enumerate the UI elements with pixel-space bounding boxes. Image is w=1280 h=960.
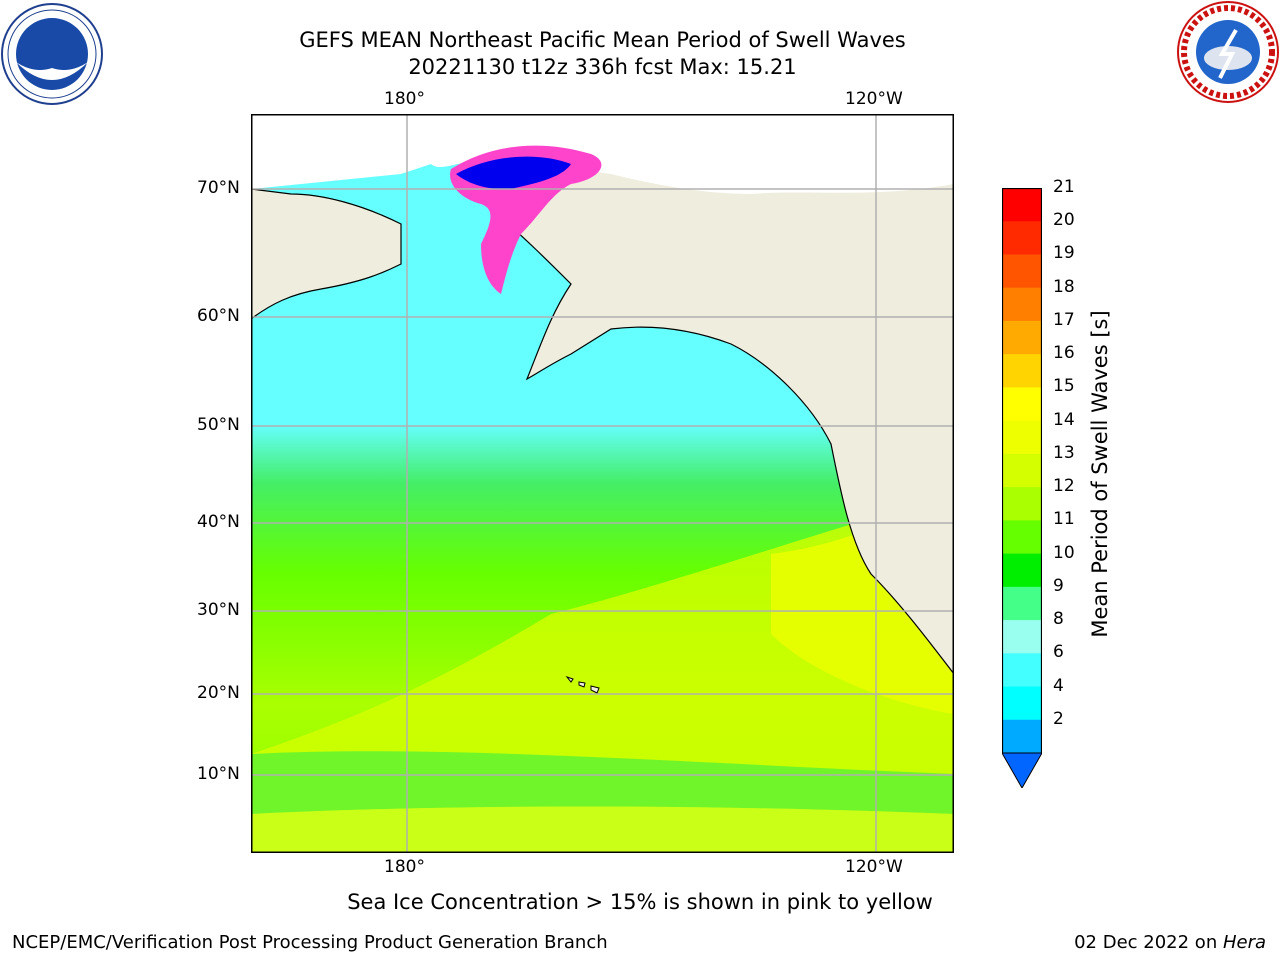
- colorbar-tick-label: 14: [1053, 409, 1075, 430]
- colorbar-tick-label: 4: [1053, 675, 1064, 696]
- colorbar-segment: [1002, 320, 1042, 355]
- colorbar: [1002, 188, 1042, 788]
- colorbar-segment: [1002, 719, 1042, 754]
- colorbar-tick-label: 20: [1053, 210, 1075, 231]
- colorbar-segment: [1002, 553, 1042, 588]
- colorbar-tick-label: 12: [1053, 476, 1075, 497]
- lon-label-top-120w: 120°W: [845, 89, 903, 109]
- colorbar-tick-label: 16: [1053, 343, 1075, 364]
- colorbar-segment: [1002, 620, 1042, 654]
- colorbar-tick-label: 21: [1053, 177, 1075, 197]
- lat-label-60n: 60°N: [197, 306, 240, 326]
- colorbar-segment: [1002, 586, 1042, 621]
- colorbar-tick-label: 19: [1053, 243, 1075, 264]
- colorbar-segment: [1002, 520, 1042, 555]
- map-frame: [251, 114, 954, 853]
- colorbar-axis-label: Mean Period of Swell Waves [s]: [1088, 310, 1112, 638]
- lat-label-20n: 20°N: [197, 683, 240, 703]
- colorbar-extend-triangle: [1002, 752, 1042, 788]
- lat-label-50n: 50°N: [197, 415, 240, 435]
- nws-logo: [1177, 1, 1279, 103]
- colorbar-segment: [1002, 254, 1042, 289]
- colorbar-segment: [1002, 453, 1042, 488]
- colorbar-tick-label: 11: [1053, 509, 1075, 530]
- land-asia: [251, 114, 402, 320]
- chart-title: GEFS MEAN Northeast Pacific Mean Period …: [299, 28, 906, 52]
- lat-label-40n: 40°N: [197, 512, 240, 532]
- colorbar-segment: [1002, 653, 1042, 688]
- colorbar-tick-label: 6: [1053, 642, 1064, 663]
- colorbar-segment: [1002, 420, 1042, 455]
- lon-label-bottom-120w: 120°W: [845, 857, 903, 877]
- colorbar-segment: [1002, 354, 1042, 388]
- colorbar-segment: [1002, 287, 1042, 322]
- footer-date-text: 02 Dec 2022 on: [1074, 932, 1223, 953]
- colorbar-frame: [1002, 188, 1042, 753]
- footer-date: 02 Dec 2022 on Hera: [1074, 932, 1266, 953]
- graticule: [251, 114, 954, 853]
- colorbar-segment: [1002, 487, 1042, 521]
- colorbar-tick-label: 10: [1053, 542, 1075, 563]
- sea-ice-note: Sea Ice Concentration > 15% is shown in …: [347, 890, 933, 914]
- colorbar-tick-label: 9: [1053, 575, 1064, 596]
- sea-ice-core: [456, 156, 571, 190]
- land-alaska-canada: [489, 114, 954, 675]
- colorbar-segment: [1002, 686, 1042, 721]
- colorbar-segment: [1002, 387, 1042, 422]
- colorbar-tick-label: 17: [1053, 309, 1075, 330]
- lat-label-10n: 10°N: [197, 764, 240, 784]
- land-arctic: [251, 114, 954, 194]
- equatorial-band: [251, 751, 954, 814]
- lon-label-bottom-180: 180°: [384, 857, 425, 877]
- colorbar-tick-label: 18: [1053, 276, 1075, 297]
- swell-period-map: [251, 114, 954, 853]
- colorbar-tick-label: 8: [1053, 609, 1064, 630]
- lat-label-30n: 30°N: [197, 600, 240, 620]
- colorbar-tick-label: 2: [1053, 708, 1064, 729]
- lon-label-top-180: 180°: [384, 89, 425, 109]
- colorbar-axis-label-wrap: Mean Period of Swell Waves [s]: [1080, 294, 1120, 654]
- footer-host: Hera: [1222, 932, 1266, 953]
- hawaii-islands: [565, 675, 600, 694]
- footer-producer: NCEP/EMC/Verification Post Processing Pr…: [12, 932, 608, 953]
- colorbar-segment: [1002, 221, 1042, 255]
- lat-label-70n: 70°N: [197, 178, 240, 198]
- noaa-logo: [1, 3, 103, 105]
- south-yellow-band: [251, 806, 954, 853]
- colorbar-tick-label: 15: [1053, 376, 1075, 397]
- colorbar-segment: [1002, 188, 1042, 222]
- chart-subtitle: 20221130 t12z 336h fcst Max: 15.21: [408, 55, 797, 79]
- colorbar-tick-label: 13: [1053, 442, 1075, 463]
